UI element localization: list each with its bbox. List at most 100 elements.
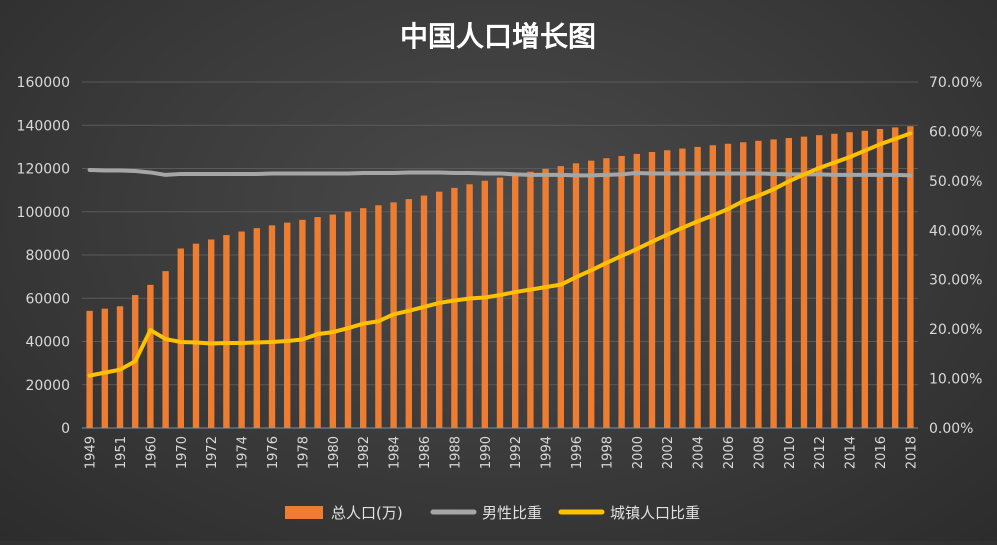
x-tick-label: 2008 [752, 436, 767, 469]
line-series [87, 131, 913, 378]
bar-total-population [861, 130, 868, 429]
bar-total-population [375, 205, 382, 428]
x-tick-label: 1949 [84, 436, 99, 469]
bar-total-population [314, 217, 321, 428]
bar-total-population [876, 128, 884, 429]
legend-swatch-total-population [285, 506, 323, 519]
y-right-tick-label: 40.00% [929, 223, 982, 239]
bar-total-population [436, 191, 443, 428]
bar-total-population [648, 152, 656, 429]
bar-total-population [360, 208, 367, 428]
legend-label-male-ratio: 男性比重 [482, 504, 542, 522]
axes: 0 20000 40000 60000 80000 100000 120000 140000 1… [17, 75, 983, 469]
bar-total-population [542, 168, 549, 428]
bar-total-population [892, 127, 899, 428]
bar-total-population [481, 180, 488, 428]
x-tick-label: 1996 [570, 436, 585, 469]
x-tick-label: 1978 [296, 436, 311, 469]
legend-label-urban-ratio: 城镇人口比重 [610, 504, 700, 522]
bar-total-population [694, 146, 701, 429]
bar-total-population [572, 163, 580, 428]
y-left-tick-label: 140000 [17, 118, 70, 134]
legend-label-total-population: 总人口(万) [331, 504, 403, 522]
x-tick-label: 2002 [661, 436, 676, 469]
bar-total-population [633, 153, 640, 428]
bar-total-population [512, 174, 519, 428]
bar-total-population [603, 158, 610, 428]
bar-total-population [588, 160, 595, 429]
bar-total-population [755, 140, 762, 428]
x-tick-label: 1974 [236, 436, 251, 469]
bar-total-population [846, 132, 853, 428]
bar-total-population [466, 184, 473, 428]
y-right-tick-label: 70.00% [929, 75, 982, 91]
bar-total-population [618, 155, 625, 428]
bar-total-population [86, 310, 93, 428]
x-tick-label: 1951 [114, 436, 129, 469]
bar-total-population [496, 177, 504, 428]
bar-total-population [740, 142, 747, 428]
x-tick-label: 1990 [479, 436, 494, 469]
y-left-tick-label: 80000 [25, 248, 70, 264]
y-left-tick-label: 160000 [17, 75, 70, 91]
y-left-tick-label: 0 [61, 421, 70, 437]
bar-total-population [664, 150, 671, 428]
bar-total-population [208, 239, 215, 428]
bar-total-population [451, 187, 458, 428]
x-tick-label: 2012 [813, 436, 828, 469]
bar-total-population [907, 126, 914, 428]
bar-total-population [268, 225, 276, 428]
y-right-tick-label: 20.00% [929, 322, 982, 338]
x-tick-label: 1994 [540, 436, 555, 469]
x-tick-label: 2000 [631, 436, 646, 469]
y-right-tick-label: 60.00% [929, 124, 982, 140]
bar-total-population [299, 219, 306, 428]
x-tick-label: 1992 [509, 436, 524, 469]
x-tick-label: 2004 [692, 436, 707, 469]
bar-total-population [785, 138, 792, 429]
bar-total-population [800, 136, 808, 428]
bar-total-population [329, 214, 336, 428]
y-left-tick-label: 40000 [25, 335, 70, 351]
x-tick-label: 1960 [144, 436, 159, 469]
bar-total-population [116, 306, 124, 428]
bar-total-population [557, 166, 564, 428]
x-tick-label: 2010 [783, 436, 798, 469]
x-tick-label: 1982 [357, 436, 372, 469]
y-right-tick-label: 30.00% [929, 273, 982, 289]
x-tick-label: 1980 [327, 436, 342, 469]
bar-total-population [101, 308, 108, 428]
y-right-tick-label: 0.00% [929, 421, 973, 437]
bar-total-population [223, 235, 230, 428]
bar-total-population [724, 143, 732, 428]
bar-total-population [527, 171, 534, 429]
bar-total-population [831, 133, 838, 428]
bar-total-population [238, 231, 245, 428]
y-left-tick-label: 60000 [25, 291, 70, 307]
x-tick-label: 1998 [600, 436, 615, 469]
x-tick-label: 1988 [448, 436, 463, 469]
legend: 总人口(万) 男性比重 城镇人口比重 [285, 504, 700, 522]
y-left-tick-label: 20000 [25, 378, 70, 394]
bar-total-population [679, 148, 686, 428]
y-right-tick-label: 10.00% [929, 372, 982, 388]
bar-total-population [284, 222, 291, 428]
chart-title: 中国人口增长图 [400, 20, 596, 53]
bar-total-population [177, 248, 184, 428]
bar-total-population [816, 135, 823, 428]
x-tick-label: 2014 [844, 436, 859, 469]
x-tick-label: 2006 [722, 436, 737, 469]
x-tick-label: 1976 [266, 436, 281, 469]
x-tick-label: 1970 [175, 436, 190, 469]
bar-total-population [162, 271, 169, 428]
y-left-tick-label: 100000 [17, 205, 70, 221]
bar-total-population [344, 211, 352, 428]
y-left-tick-label: 120000 [17, 162, 70, 178]
x-tick-label: 2016 [874, 436, 889, 469]
bar-total-population [405, 199, 412, 428]
line-urban-ratio [87, 131, 913, 378]
x-tick-label: 1986 [418, 436, 433, 469]
bar-total-population [253, 228, 260, 428]
